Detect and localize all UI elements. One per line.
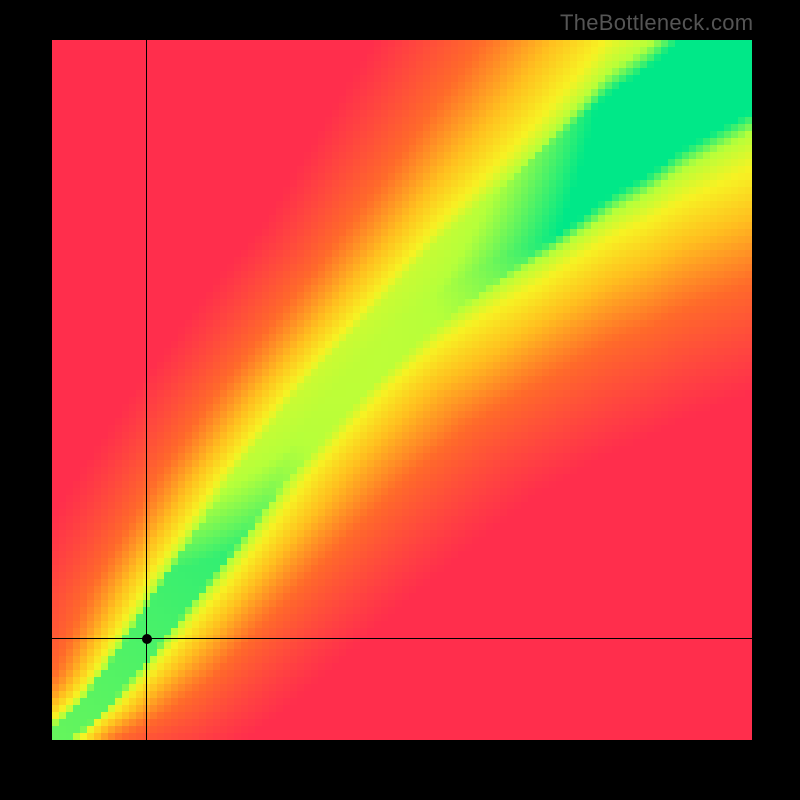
crosshair-point [142,634,152,644]
watermark-text: TheBottleneck.com [560,10,753,36]
crosshair-horizontal [52,638,752,639]
chart-container: TheBottleneck.com [0,0,800,800]
bottleneck-heatmap [52,40,752,740]
